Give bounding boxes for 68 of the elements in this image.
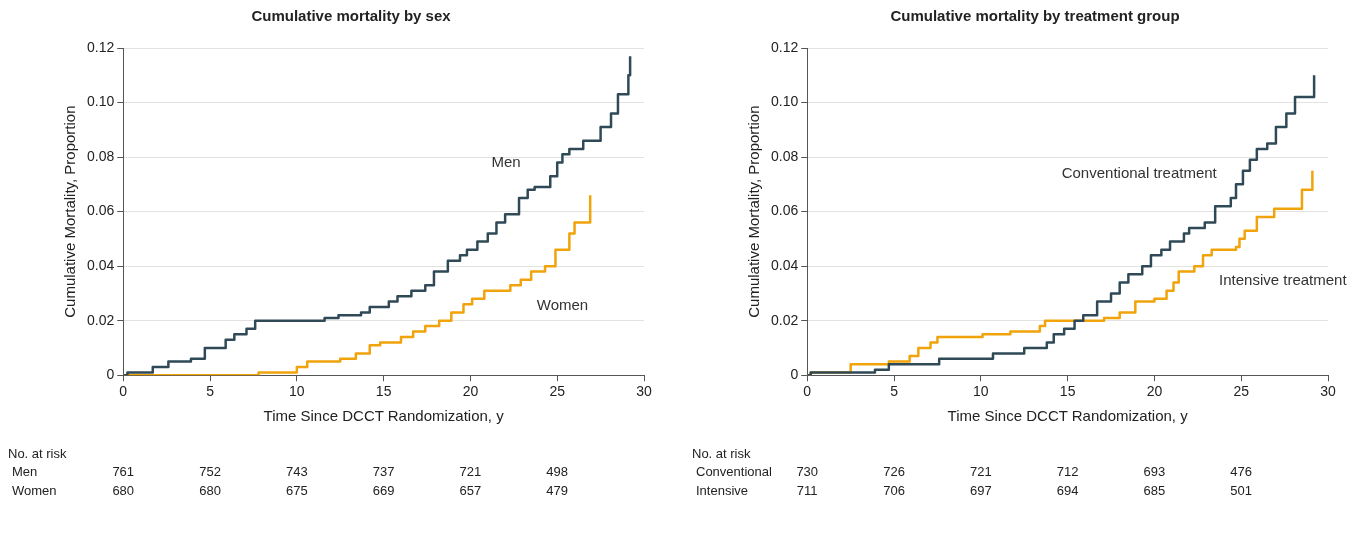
text: 476 [1230, 464, 1253, 479]
text: 498 [546, 464, 569, 479]
y-tick-label: 0.08 [87, 147, 115, 164]
text: 726 [883, 464, 905, 479]
text: 693 [1143, 464, 1166, 479]
text: 479 [546, 483, 569, 498]
y-tick-label: 0.12 [87, 38, 115, 55]
x-tick-label: 30 [636, 383, 652, 400]
text: Men [12, 464, 38, 479]
y-axis-title: Cumulative Mortality, Proportion [745, 105, 763, 318]
text: Women [12, 483, 57, 498]
y-tick-label: 0.04 [87, 256, 115, 273]
y-tick-label: 0.08 [771, 147, 799, 164]
text: 657 [459, 483, 482, 498]
y-tick-label: 0.10 [771, 93, 799, 110]
series-label: Intensive treatment [1219, 271, 1348, 289]
text: 675 [285, 483, 308, 498]
y-tick-label: 0.12 [771, 38, 799, 55]
text: 685 [1143, 483, 1166, 498]
text: No. at risk [692, 446, 751, 461]
x-tick-label: 25 [1233, 383, 1250, 400]
x-tick-label: 15 [1059, 383, 1076, 400]
y-tick-label: 0 [106, 366, 115, 383]
x-axis-title: Time Since DCCT Randomization, y [947, 407, 1189, 425]
y-tick-label: 0 [790, 366, 799, 383]
x-axis-title: Time Since DCCT Randomization, y [263, 407, 505, 425]
text: 680 [112, 483, 135, 498]
x-tick-label: 10 [289, 383, 305, 400]
text: 752 [199, 464, 221, 479]
y-tick-label: 0.02 [87, 311, 115, 328]
text: 721 [459, 464, 482, 479]
text: 706 [883, 483, 905, 498]
text: 737 [372, 464, 395, 479]
y-axis-title: Cumulative Mortality, Proportion [61, 105, 79, 318]
x-tick-label: 0 [803, 383, 812, 400]
x-tick-label: 5 [890, 383, 899, 400]
x-tick-label: 30 [1320, 383, 1336, 400]
text: 680 [199, 483, 221, 498]
chart-title: Cumulative mortality by treatment group [890, 7, 1180, 25]
x-tick-label: 15 [375, 383, 392, 400]
series-label: Women [536, 295, 589, 313]
x-tick-label: 20 [462, 383, 479, 400]
text: Conventional [696, 464, 772, 479]
text: 730 [796, 464, 819, 479]
series-label: Men [491, 153, 521, 171]
x-tick-label: 25 [549, 383, 566, 400]
x-tick-label: 20 [1146, 383, 1163, 400]
text: 712 [1056, 464, 1079, 479]
text: 697 [969, 483, 992, 498]
x-tick-label: 5 [206, 383, 215, 400]
y-tick-label: 0.06 [87, 202, 115, 219]
text: 501 [1230, 483, 1253, 498]
y-tick-label: 0.04 [771, 256, 799, 273]
text: 694 [1056, 483, 1079, 498]
text: 669 [372, 483, 395, 498]
chart-title: Cumulative mortality by sex [251, 7, 452, 25]
y-tick-label: 0.02 [771, 311, 799, 328]
x-tick-label: 0 [119, 383, 128, 400]
y-tick-label: 0.06 [771, 202, 799, 219]
text: 761 [112, 464, 135, 479]
y-tick-label: 0.10 [87, 93, 115, 110]
text: 743 [285, 464, 308, 479]
text: 721 [969, 464, 992, 479]
x-tick-label: 10 [973, 383, 989, 400]
text: 711 [796, 483, 818, 498]
text: No. at risk [8, 446, 67, 461]
series-label: Conventional treatment [1061, 164, 1218, 182]
text: Intensive [696, 483, 749, 498]
